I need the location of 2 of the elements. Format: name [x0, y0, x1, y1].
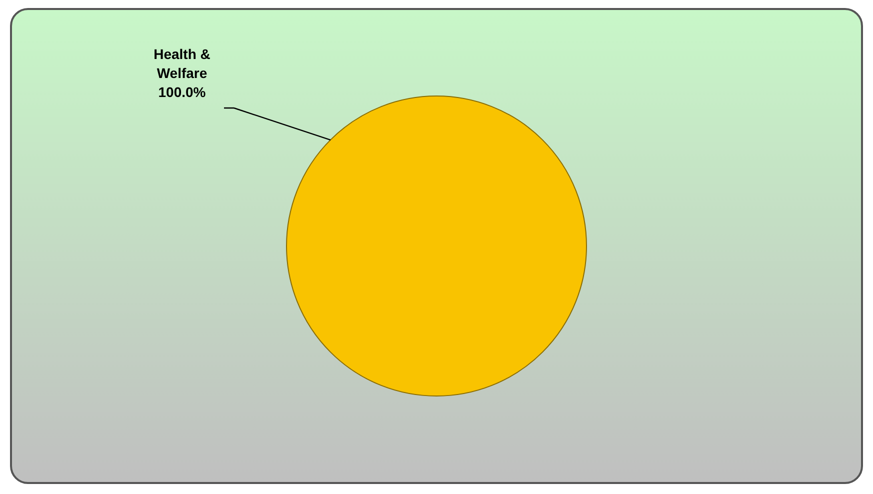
data-label: 100.0%	[158, 84, 206, 100]
slice-label: Health & Welfare	[154, 46, 210, 81]
